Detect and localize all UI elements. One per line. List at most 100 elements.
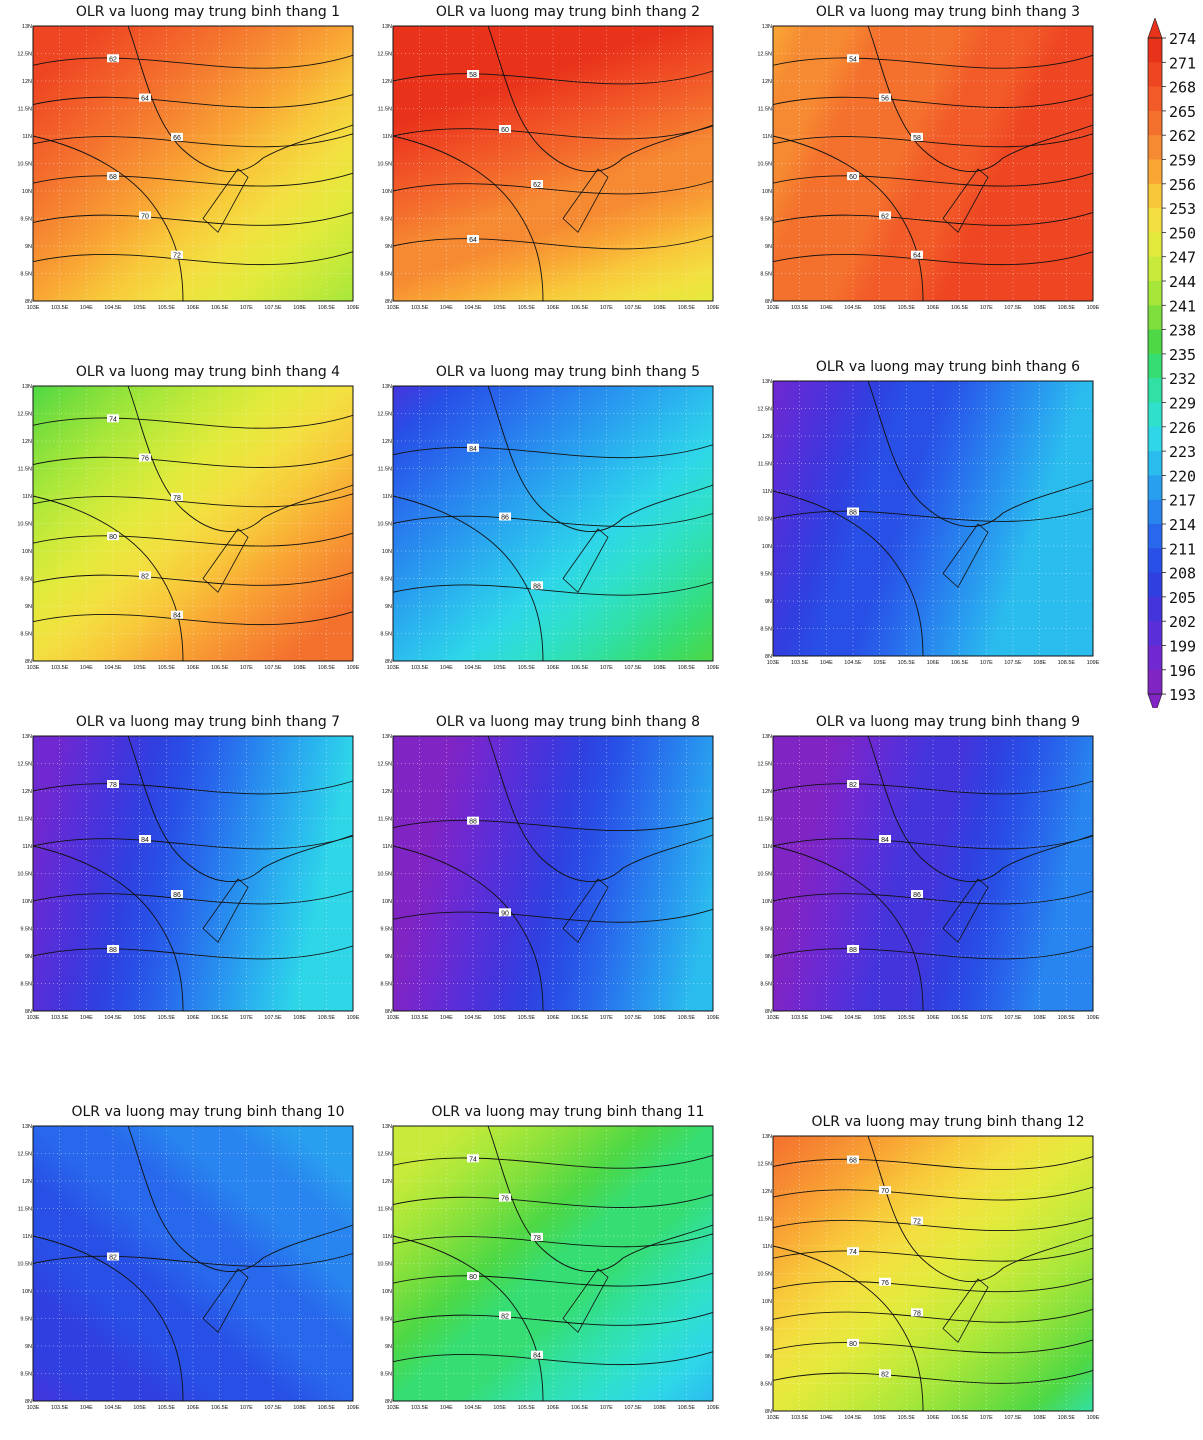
x-tick-label: 106E <box>547 1015 560 1021</box>
x-tick-label: 105E <box>493 665 506 671</box>
contour-label: 82 <box>501 1313 509 1320</box>
y-tick-label: 11.5N <box>758 107 772 113</box>
x-tick-label: 107.5E <box>624 665 642 671</box>
y-tick-label: 8.5N <box>760 627 772 633</box>
contour-label: 80 <box>469 1274 477 1281</box>
contour-label: 78 <box>533 1235 541 1242</box>
contour-line <box>772 780 1094 795</box>
x-tick-label: 104.5E <box>104 305 122 311</box>
y-tick-label: 9.5N <box>20 927 32 933</box>
contour-label: 84 <box>141 837 149 844</box>
x-tick-label: 103.5E <box>411 305 429 311</box>
x-tick-label: 103E <box>767 660 780 666</box>
contour-label: 70 <box>141 213 149 220</box>
contour-label: 72 <box>173 253 181 260</box>
map-panel: OLR va luong may trung binh thang 3 54 56 5… <box>757 0 1128 330</box>
contour-label: 68 <box>109 174 117 181</box>
contour-label-bg <box>499 908 511 917</box>
colorbar-segment <box>1148 38 1162 63</box>
contour-label: 88 <box>849 510 857 517</box>
y-tick-label: 8N <box>385 299 392 305</box>
panel-title: OLR va luong may trung binh thang 9 <box>815 714 1081 730</box>
y-tick-label: 10.5N <box>377 522 392 528</box>
x-tick-label: 108E <box>653 1015 666 1021</box>
delta-outline <box>202 168 249 233</box>
y-tick-label: 13N <box>22 384 32 390</box>
x-tick-label: 104.5E <box>844 660 862 666</box>
y-tick-label: 11N <box>22 844 32 850</box>
x-tick-label: 107E <box>600 1405 613 1411</box>
colorbar-tick-label: 193 <box>1169 686 1196 704</box>
y-tick-label: 11N <box>762 1244 772 1250</box>
contour-line <box>392 180 714 195</box>
contour-line <box>32 54 354 69</box>
x-tick-label: 105E <box>873 660 886 666</box>
contour-label: 86 <box>913 892 921 899</box>
contour-label: 60 <box>849 174 857 181</box>
y-tick-label: 9.5N <box>760 1327 772 1333</box>
contour-line <box>32 251 354 266</box>
contour-label-bg <box>847 507 859 516</box>
y-tick-label: 10N <box>762 544 772 550</box>
x-tick-label: 103.5E <box>51 1015 69 1021</box>
x-tick-label: 106.5E <box>211 1015 229 1021</box>
x-tick-label: 104E <box>820 305 833 311</box>
contour-label-bg <box>467 1272 479 1281</box>
contour-label-bg <box>139 93 151 102</box>
coastline <box>32 735 354 1012</box>
colorbar-tick-label: 259 <box>1169 152 1196 170</box>
contour-label-bg <box>107 172 119 181</box>
contour-label-bg <box>847 172 859 181</box>
contour-label-bg <box>107 532 119 541</box>
x-tick-label: 103E <box>767 1015 780 1021</box>
map-panel: OLR va luong may trung binh thang 6 88 103… <box>757 355 1128 685</box>
x-tick-label: 105.5E <box>158 1405 176 1411</box>
x-tick-label: 104.5E <box>464 665 482 671</box>
map-frame <box>32 735 354 1012</box>
colorbar-segment <box>1148 232 1162 258</box>
y-tick-label: 9N <box>25 1344 32 1350</box>
map-frame <box>32 1125 354 1402</box>
map-panel: OLR va luong may trung binh thang 4 74 76 7… <box>17 360 388 690</box>
y-tick-label: 8N <box>25 299 32 305</box>
contour-label-bg <box>467 235 479 243</box>
contour-label-bg <box>911 890 923 898</box>
colorbar-segment <box>1148 548 1162 574</box>
x-tick-label: 106E <box>187 665 200 671</box>
x-tick-label: 104.5E <box>464 1405 482 1411</box>
x-tick-label: 106.5E <box>951 1015 969 1021</box>
y-tick-label: 11.5N <box>18 467 32 473</box>
y-tick-label: 10N <box>762 189 772 195</box>
contour-label-bg <box>467 816 479 825</box>
map-panel: OLR va luong may trung binh thang 7 78 84 8… <box>17 710 388 1040</box>
y-tick-label: 13N <box>762 24 772 30</box>
x-tick-label: 103.5E <box>791 1015 809 1021</box>
x-tick-label: 105.5E <box>158 305 176 311</box>
contour-line <box>32 945 354 960</box>
x-tick-label: 104E <box>80 1405 93 1411</box>
x-tick-label: 105.5E <box>518 1405 536 1411</box>
y-tick-label: 12N <box>22 79 32 85</box>
colorbar-tick-label: 265 <box>1169 103 1196 121</box>
contour-label-bg <box>847 54 859 63</box>
y-tick-label: 8N <box>25 659 32 665</box>
x-tick-label: 109E <box>347 665 360 671</box>
x-tick-label: 103E <box>767 1415 780 1421</box>
map-plot: 54 56 58 60 62 64 103E 103.5E 104E 104.5E 105E 105.… <box>757 24 1099 311</box>
y-tick-label: 9.5N <box>380 927 392 933</box>
x-tick-label: 108E <box>1033 305 1046 311</box>
y-tick-label: 9.5N <box>760 927 772 933</box>
colorbar-tick-label: 262 <box>1169 127 1196 145</box>
colorbar-tick-label: 220 <box>1169 467 1196 485</box>
colorbar-tick-label: 217 <box>1169 492 1196 510</box>
x-tick-label: 104.5E <box>464 1015 482 1021</box>
contour-line <box>392 1154 714 1169</box>
colorbar-tick-label: 274 <box>1169 30 1196 48</box>
panel-title: OLR va luong may trung binh thang 6 <box>815 359 1081 375</box>
x-tick-label: 105.5E <box>898 1415 916 1421</box>
y-tick-label: 9.5N <box>380 1317 392 1323</box>
contour-label: 88 <box>109 947 117 954</box>
x-tick-label: 108E <box>1033 1415 1046 1421</box>
x-tick-label: 104E <box>80 665 93 671</box>
contour-label-bg <box>171 492 183 501</box>
